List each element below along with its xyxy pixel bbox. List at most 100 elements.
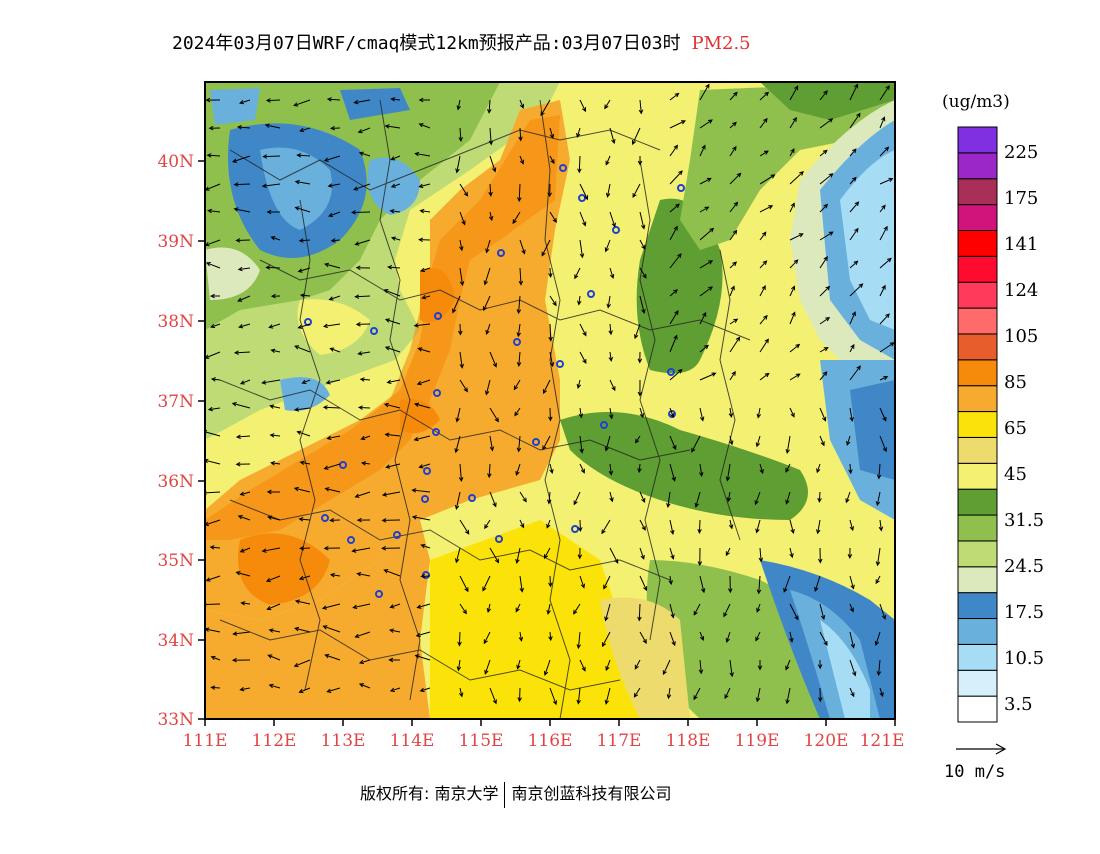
wind-arrow bbox=[634, 659, 641, 670]
wind-arrow bbox=[576, 379, 582, 389]
wind-arrow bbox=[875, 491, 881, 507]
wind-arrow bbox=[848, 463, 853, 475]
wind-arrow bbox=[789, 373, 801, 381]
wind-arrow bbox=[759, 174, 776, 185]
wind-arrow bbox=[637, 155, 643, 166]
wind-arrow bbox=[541, 239, 551, 257]
wind-arrow bbox=[267, 515, 281, 521]
lat-label: 33N bbox=[157, 710, 194, 730]
wind-arrow bbox=[879, 225, 888, 241]
wind-arrow bbox=[516, 351, 522, 367]
wind-arrow bbox=[818, 547, 823, 564]
wind-arrow bbox=[698, 659, 704, 675]
wind-arrow bbox=[759, 117, 768, 129]
wind-arrow bbox=[697, 519, 702, 534]
wind-arrow bbox=[691, 435, 701, 453]
wind-arrow bbox=[789, 116, 797, 129]
wind-arrow bbox=[356, 571, 371, 577]
wind-arrow bbox=[543, 659, 551, 676]
wind-arrow bbox=[879, 116, 886, 129]
wind-arrow bbox=[459, 267, 465, 287]
wind-arrow bbox=[729, 91, 738, 101]
wind-arrow bbox=[669, 310, 679, 325]
wind-arrow bbox=[699, 463, 704, 478]
wind-arrow bbox=[389, 208, 401, 214]
lon-label: 117E bbox=[597, 731, 642, 751]
title-text: 2024年03月07日WRF/cmaq模式12km预报产品:03月07日03时 bbox=[172, 33, 681, 54]
wind-arrow bbox=[785, 687, 791, 705]
colorbar-swatch bbox=[957, 152, 998, 180]
wind-arrow bbox=[574, 267, 581, 280]
wind-arrow bbox=[416, 603, 431, 609]
wind-arrow bbox=[579, 463, 585, 474]
wind-arrow bbox=[789, 259, 799, 269]
wind-arrow bbox=[208, 125, 221, 131]
wind-arrow bbox=[390, 183, 401, 188]
wind-arrow bbox=[546, 491, 552, 505]
wind-arrow bbox=[693, 603, 701, 616]
wind-arrow bbox=[669, 253, 682, 269]
wind-arrow bbox=[484, 519, 491, 530]
wind-arrow bbox=[386, 379, 401, 385]
cb-label: 45 bbox=[1004, 464, 1027, 485]
wind-arrow bbox=[239, 547, 251, 553]
wind-arrow bbox=[482, 575, 491, 592]
wind-arrow bbox=[669, 225, 678, 241]
wind-arrow bbox=[270, 348, 281, 354]
wind-arrow bbox=[699, 575, 706, 594]
lon-label: 111E bbox=[183, 731, 228, 751]
wind-arrow bbox=[268, 683, 281, 689]
wind-arrow bbox=[327, 183, 341, 188]
wind-arrow bbox=[789, 603, 799, 621]
wind-arrow bbox=[459, 239, 464, 252]
wind-arrow bbox=[420, 574, 431, 579]
wind-arrow bbox=[699, 144, 706, 157]
wind-arrow bbox=[358, 151, 371, 157]
wind-arrow bbox=[547, 183, 552, 198]
wind-arrow bbox=[297, 323, 311, 329]
wind-arrow bbox=[579, 183, 589, 201]
wind-arrow bbox=[817, 687, 823, 703]
wind-arrow bbox=[360, 461, 371, 466]
wind-arrow bbox=[789, 311, 796, 325]
wind-arrow bbox=[639, 519, 646, 531]
wind-arrow bbox=[454, 435, 461, 454]
colorbar-swatch bbox=[957, 618, 998, 645]
wind-arrow bbox=[542, 435, 551, 451]
wind-arrow bbox=[354, 239, 371, 246]
wind-arrow bbox=[489, 491, 497, 508]
wind-arrow bbox=[549, 463, 554, 475]
wind-arrow bbox=[420, 543, 431, 549]
wind-arrow bbox=[294, 206, 311, 213]
wind-arrow bbox=[384, 318, 401, 325]
wind-arrow bbox=[419, 687, 431, 693]
lat-label: 37N bbox=[157, 392, 194, 412]
wind-arrow bbox=[233, 182, 251, 187]
wind-arrow bbox=[489, 155, 497, 173]
wind-arrow bbox=[239, 99, 251, 105]
wind-arrow bbox=[573, 491, 581, 506]
wind-arrow bbox=[516, 295, 522, 315]
wind-arrow bbox=[321, 603, 341, 610]
wind-arrow bbox=[666, 491, 671, 509]
wind-arrow bbox=[819, 90, 828, 101]
wind-arrow bbox=[819, 316, 831, 325]
wind-arrow bbox=[355, 265, 371, 271]
wind-arrow bbox=[456, 659, 462, 672]
latitude-labels: 40N 39N 38N 37N 36N 35N 34N 33N bbox=[157, 152, 194, 730]
wind-arrow bbox=[849, 201, 860, 213]
wind-arrow bbox=[576, 127, 581, 138]
wind-arrow bbox=[414, 151, 431, 157]
wind-arrow bbox=[639, 631, 647, 644]
wind-arrow bbox=[297, 267, 311, 273]
wind-arrow bbox=[879, 376, 889, 381]
wind-arrow bbox=[352, 603, 371, 610]
wind-arrow bbox=[414, 654, 431, 661]
wind-arrow bbox=[759, 205, 774, 213]
wind-arrow bbox=[205, 575, 221, 582]
wind-arrow bbox=[298, 517, 311, 522]
wind-arrow bbox=[235, 238, 251, 243]
wind-arrow bbox=[416, 379, 431, 386]
wind-arrow bbox=[669, 289, 678, 297]
cb-label: 17.5 bbox=[1004, 602, 1044, 623]
